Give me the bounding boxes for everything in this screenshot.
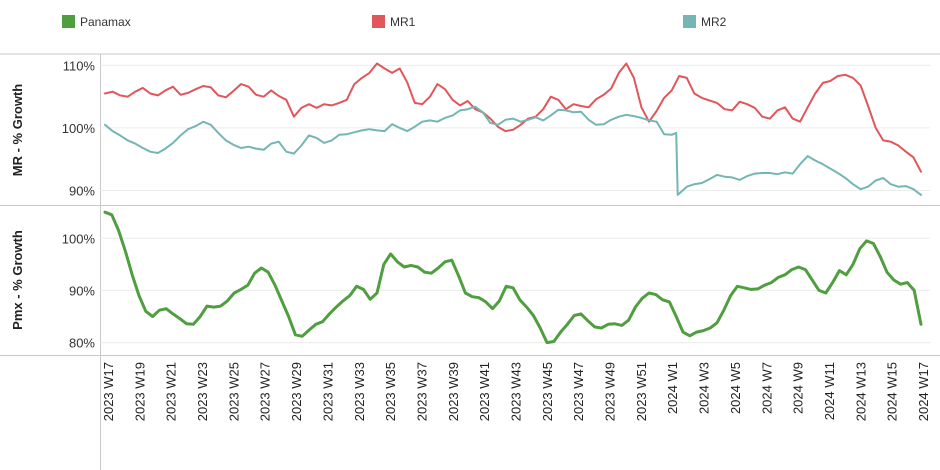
x-tick-label-2023-w33: 2023 W33 <box>352 362 367 421</box>
x-tick-label-2023-w19: 2023 W19 <box>132 362 147 421</box>
y-tick-label-90: 90% <box>69 183 95 198</box>
x-tick-label-2024-w13: 2024 W13 <box>853 362 868 421</box>
x-tick-label-2023-w37: 2023 W37 <box>415 362 430 421</box>
x-tick-label-2023-w17: 2023 W17 <box>101 362 116 421</box>
x-tick-label-2023-w47: 2023 W47 <box>571 362 586 421</box>
legend: Panamax MR1 MR2 <box>62 15 727 29</box>
pmx-y-axis-title: Pmx - % Growth <box>10 230 25 330</box>
series-line-panamax <box>103 210 923 345</box>
y-tick-label-80: 80% <box>69 336 95 351</box>
mr-series <box>104 62 922 196</box>
x-tick-label-2024-w5: 2024 W5 <box>728 362 743 414</box>
x-tick-label-2024-w15: 2024 W15 <box>885 362 900 421</box>
x-tick-label-2024-w17: 2024 W17 <box>916 362 931 421</box>
x-tick-label-2023-w23: 2023 W23 <box>195 362 210 421</box>
mr-y-axis-title: MR - % Growth <box>10 84 25 176</box>
x-axis-ticks: 2023 W17 2023 W19 2023 W21 2023 W23 2023 W25… <box>101 362 931 421</box>
pmx-y-ticks: 80% 90% 100% <box>62 231 96 350</box>
x-tick-label-2023-w35: 2023 W35 <box>383 362 398 421</box>
x-tick-label-2023-w43: 2023 W43 <box>509 362 524 421</box>
legend-label-panamax: Panamax <box>80 15 131 29</box>
series-line-mr1 <box>104 62 922 173</box>
x-tick-label-2023-w29: 2023 W29 <box>289 362 304 421</box>
x-tick-label-2023-w45: 2023 W45 <box>540 362 555 421</box>
x-tick-label-2024-w7: 2024 W7 <box>759 362 774 414</box>
y-tick-label-100: 100% <box>62 121 96 136</box>
y-tick-label-110: 110% <box>63 58 96 73</box>
x-tick-label-2024-w9: 2024 W9 <box>791 362 806 414</box>
mr-panel: 90% 100% 110% MR - % Growth <box>10 58 930 198</box>
legend-label-mr2: MR2 <box>701 15 727 29</box>
x-tick-label-2024-w11: 2024 W11 <box>822 362 837 420</box>
x-tick-label-2023-w31: 2023 W31 <box>320 362 335 421</box>
x-tick-label-2023-w41: 2023 W41 <box>477 362 492 421</box>
legend-swatch-panamax <box>62 15 75 28</box>
legend-swatch-mr2 <box>683 15 696 28</box>
pmx-panel: 80% 90% 100% Pmx - % Growth <box>10 210 930 351</box>
x-tick-label-2023-w27: 2023 W27 <box>258 362 273 421</box>
x-tick-label-2023-w51: 2023 W51 <box>634 362 649 421</box>
mr-y-ticks: 90% 100% 110% <box>62 58 96 198</box>
x-tick-label-2023-w21: 2023 W21 <box>164 362 179 421</box>
x-tick-label-2023-w25: 2023 W25 <box>226 362 241 421</box>
x-tick-label-2023-w49: 2023 W49 <box>603 362 618 421</box>
pmx-series <box>103 210 923 345</box>
legend-label-mr1: MR1 <box>390 15 416 29</box>
legend-swatch-mr1 <box>372 15 385 28</box>
y-tick-label-100: 100% <box>62 231 96 246</box>
y-tick-label-90: 90% <box>69 283 95 298</box>
series-line-mr2 <box>104 105 922 196</box>
x-tick-label-2024-w3: 2024 W3 <box>697 362 712 414</box>
x-tick-label-2024-w1: 2024 W1 <box>665 362 680 414</box>
x-tick-label-2023-w39: 2023 W39 <box>446 362 461 421</box>
